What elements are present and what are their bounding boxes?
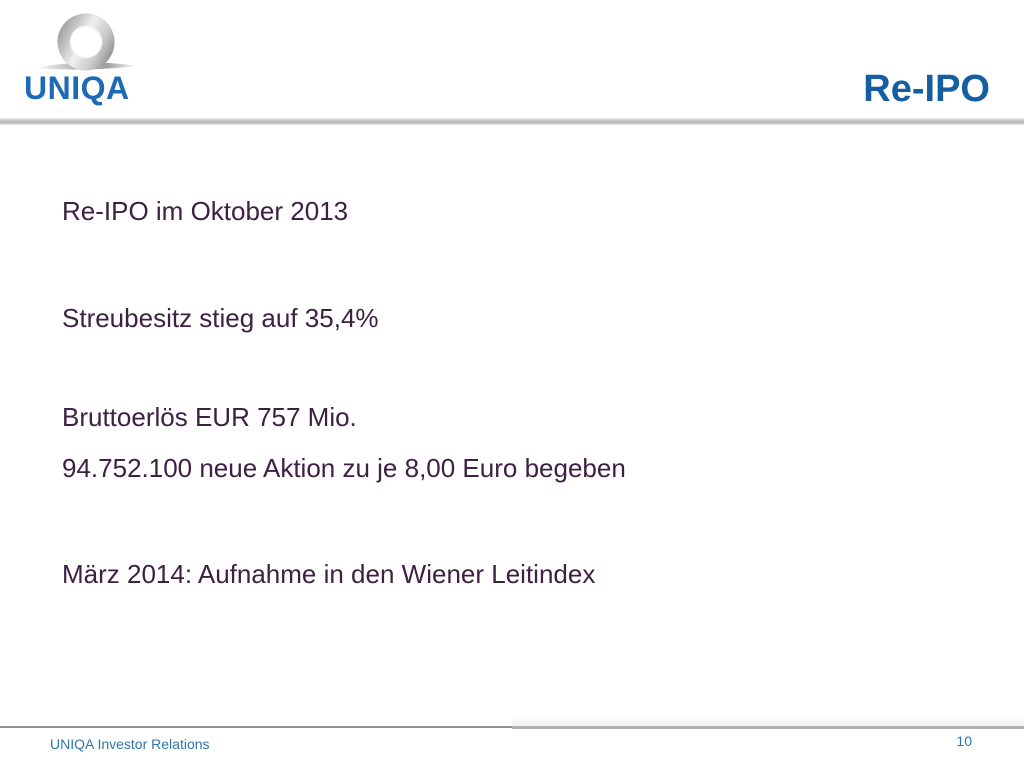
uniqa-logo: UNIQA — [20, 6, 160, 106]
footer-source-label: UNIQA Investor Relations — [50, 736, 210, 752]
slide-title: Re-IPO — [863, 68, 990, 110]
footer-divider-right — [512, 726, 1024, 729]
bullet-re-ipo-date: Re-IPO im Oktober 2013 — [62, 196, 349, 226]
footer-band — [512, 713, 1024, 726]
header-divider — [0, 118, 1024, 125]
uniqa-ring-icon — [34, 13, 138, 71]
bullet-new-shares: 94.752.100 neue Aktion zu je 8,00 Euro b… — [62, 453, 626, 483]
bullet-gross-proceeds: Bruttoerlös EUR 757 Mio. — [62, 402, 357, 432]
page-number: 10 — [956, 733, 972, 749]
bullet-index-inclusion: März 2014: Aufnahme in den Wiener Leitin… — [62, 559, 596, 589]
bullet-free-float: Streubesitz stieg auf 35,4% — [62, 303, 379, 333]
uniqa-wordmark: UNIQA — [24, 70, 130, 106]
footer-divider-left — [0, 726, 512, 728]
